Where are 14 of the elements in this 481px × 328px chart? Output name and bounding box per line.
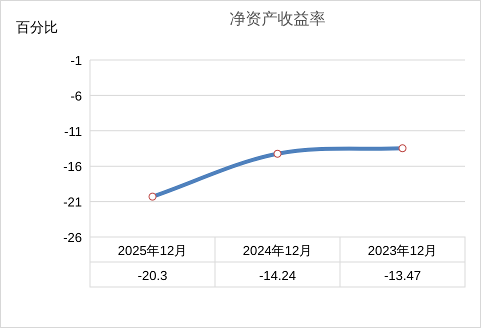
y-tick-label: -21: [63, 194, 82, 210]
y-tick-label: -16: [63, 159, 82, 174]
data-label: -20.3: [138, 268, 168, 283]
chart-title: 净资产收益率: [230, 10, 326, 28]
data-label: -14.24: [259, 268, 296, 283]
x-tick-label: 2024年12月: [242, 243, 312, 258]
x-tick-label: 2023年12月: [368, 243, 438, 258]
x-tick-label: 2025年12月: [118, 243, 188, 258]
y-tick-label: -26: [63, 230, 82, 245]
y-tick-label: -1: [70, 53, 82, 68]
data-label: -13.47: [384, 268, 421, 283]
y-tick-label: -11: [64, 124, 82, 139]
y-axis-title: 百分比: [16, 19, 58, 35]
y-tick-label: -6: [70, 88, 82, 104]
